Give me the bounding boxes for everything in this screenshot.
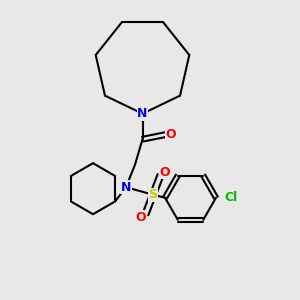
Text: N: N [137,107,148,120]
Text: N: N [121,181,131,194]
Text: O: O [160,166,170,179]
Text: O: O [166,128,176,141]
Text: Cl: Cl [224,191,238,204]
Text: S: S [148,188,158,201]
Text: O: O [136,211,146,224]
